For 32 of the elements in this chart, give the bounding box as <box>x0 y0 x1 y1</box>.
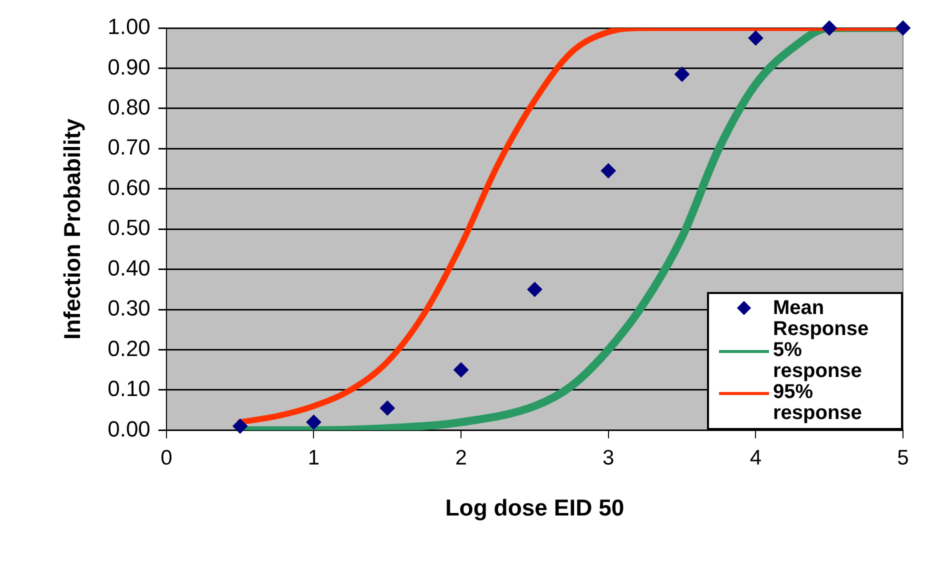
y-tick-label: 0.50 <box>108 215 150 240</box>
point <box>600 163 616 178</box>
y-tick-label: 0.70 <box>108 134 150 160</box>
y-tick-label: 1.00 <box>108 14 150 40</box>
point <box>380 400 395 416</box>
legend-label: 5% response <box>773 339 862 382</box>
point <box>674 66 690 82</box>
y-axis-title: Infection Probability <box>59 118 86 340</box>
point <box>748 30 764 46</box>
y-tick-label: 0.30 <box>108 296 150 321</box>
x-tick-label: 0 <box>160 446 172 470</box>
point <box>454 362 469 378</box>
x-tick-label: 1 <box>308 446 320 470</box>
y-tick-label: 0.80 <box>108 94 150 120</box>
y-tick-label: 0.00 <box>108 416 150 442</box>
y-tick-label: 0.60 <box>108 174 150 200</box>
x-tick-label: 5 <box>897 446 909 470</box>
y-tick-label: 0.10 <box>108 376 150 402</box>
legend-label: 95% response <box>773 381 863 424</box>
y-tick-label: 0.20 <box>108 336 150 361</box>
point <box>306 414 322 430</box>
y-tick-label: 0.40 <box>108 255 150 280</box>
point <box>527 282 542 297</box>
legend-label: Mean Response <box>773 297 870 340</box>
point <box>232 418 248 434</box>
x-tick-label: 2 <box>455 446 467 470</box>
x-tick-label: 3 <box>602 446 614 470</box>
x-tick-label: 4 <box>750 446 762 470</box>
point <box>896 20 910 36</box>
y-tick-label: 0.90 <box>108 54 150 80</box>
point <box>822 20 837 36</box>
x-axis-title: Log dose EID 50 <box>445 494 624 521</box>
